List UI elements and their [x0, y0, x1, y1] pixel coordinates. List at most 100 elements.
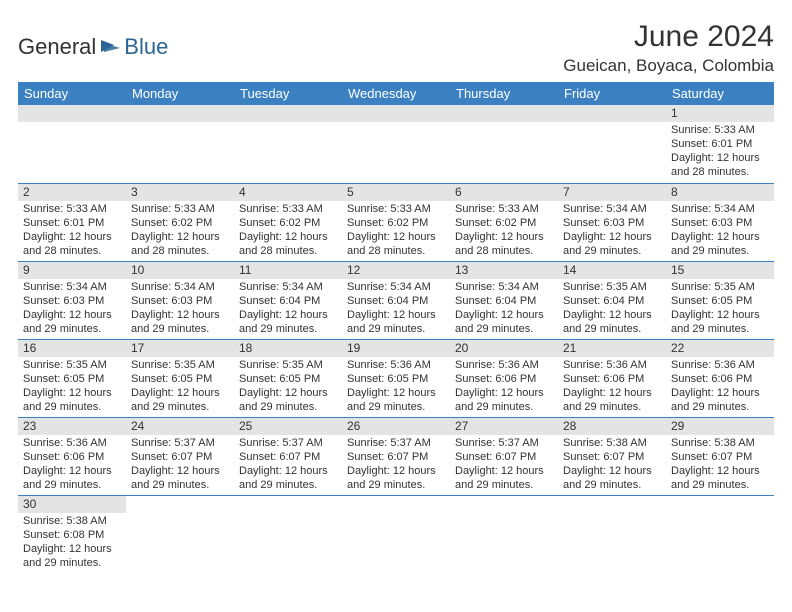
sunrise-line: Sunrise: 5:33 AM: [131, 202, 229, 216]
calendar-cell: [342, 105, 450, 183]
daylight-line: Daylight: 12 hours and 29 minutes.: [131, 308, 229, 336]
day-number-bar: 6: [450, 184, 558, 201]
sunrise-line: Sunrise: 5:37 AM: [239, 436, 337, 450]
calendar-cell: [18, 105, 126, 183]
day-number-bar: 26: [342, 418, 450, 435]
daylight-line: Daylight: 12 hours and 29 minutes.: [239, 386, 337, 414]
location-subtitle: Gueican, Boyaca, Colombia: [563, 56, 774, 76]
day-data: Sunrise: 5:36 AMSunset: 6:05 PMDaylight:…: [342, 357, 450, 417]
daylight-line: Daylight: 12 hours and 29 minutes.: [455, 464, 553, 492]
day-data: Sunrise: 5:36 AMSunset: 6:06 PMDaylight:…: [450, 357, 558, 417]
weekday-header: Wednesday: [342, 82, 450, 105]
sunrise-line: Sunrise: 5:36 AM: [455, 358, 553, 372]
daylight-line: Daylight: 12 hours and 29 minutes.: [671, 230, 769, 258]
day-data: Sunrise: 5:38 AMSunset: 6:07 PMDaylight:…: [558, 435, 666, 495]
sunrise-line: Sunrise: 5:33 AM: [347, 202, 445, 216]
sunset-line: Sunset: 6:05 PM: [131, 372, 229, 386]
day-number-bar: [234, 105, 342, 122]
sunset-line: Sunset: 6:04 PM: [347, 294, 445, 308]
calendar-week-row: 30Sunrise: 5:38 AMSunset: 6:08 PMDayligh…: [18, 495, 774, 573]
daylight-line: Daylight: 12 hours and 29 minutes.: [347, 308, 445, 336]
calendar-cell: 30Sunrise: 5:38 AMSunset: 6:08 PMDayligh…: [18, 495, 126, 573]
sunrise-line: Sunrise: 5:37 AM: [131, 436, 229, 450]
calendar-cell: 9Sunrise: 5:34 AMSunset: 6:03 PMDaylight…: [18, 261, 126, 339]
calendar-cell: [126, 105, 234, 183]
header: General Blue June 2024 Gueican, Boyaca, …: [18, 20, 774, 76]
calendar-cell: 10Sunrise: 5:34 AMSunset: 6:03 PMDayligh…: [126, 261, 234, 339]
calendar-cell: 19Sunrise: 5:36 AMSunset: 6:05 PMDayligh…: [342, 339, 450, 417]
sunrise-line: Sunrise: 5:34 AM: [131, 280, 229, 294]
sunset-line: Sunset: 6:07 PM: [239, 450, 337, 464]
sunset-line: Sunset: 6:01 PM: [23, 216, 121, 230]
day-number-bar: 21: [558, 340, 666, 357]
weekday-header: Monday: [126, 82, 234, 105]
sunrise-line: Sunrise: 5:34 AM: [455, 280, 553, 294]
sunrise-line: Sunrise: 5:36 AM: [23, 436, 121, 450]
day-data: Sunrise: 5:37 AMSunset: 6:07 PMDaylight:…: [234, 435, 342, 495]
sunrise-line: Sunrise: 5:34 AM: [671, 202, 769, 216]
sunset-line: Sunset: 6:04 PM: [239, 294, 337, 308]
sunset-line: Sunset: 6:06 PM: [671, 372, 769, 386]
day-number-bar: 5: [342, 184, 450, 201]
sunset-line: Sunset: 6:03 PM: [131, 294, 229, 308]
day-data: Sunrise: 5:33 AMSunset: 6:02 PMDaylight:…: [126, 201, 234, 261]
sunrise-line: Sunrise: 5:38 AM: [671, 436, 769, 450]
daylight-line: Daylight: 12 hours and 29 minutes.: [23, 542, 121, 570]
calendar-cell: 20Sunrise: 5:36 AMSunset: 6:06 PMDayligh…: [450, 339, 558, 417]
day-number-bar: 3: [126, 184, 234, 201]
day-number-bar: 4: [234, 184, 342, 201]
daylight-line: Daylight: 12 hours and 29 minutes.: [671, 464, 769, 492]
day-data: Sunrise: 5:38 AMSunset: 6:07 PMDaylight:…: [666, 435, 774, 495]
sunset-line: Sunset: 6:06 PM: [23, 450, 121, 464]
sunset-line: Sunset: 6:07 PM: [455, 450, 553, 464]
day-data: Sunrise: 5:33 AMSunset: 6:02 PMDaylight:…: [450, 201, 558, 261]
daylight-line: Daylight: 12 hours and 29 minutes.: [239, 464, 337, 492]
calendar-cell: 27Sunrise: 5:37 AMSunset: 6:07 PMDayligh…: [450, 417, 558, 495]
day-number-bar: [18, 105, 126, 122]
sunset-line: Sunset: 6:06 PM: [455, 372, 553, 386]
day-number-bar: 24: [126, 418, 234, 435]
daylight-line: Daylight: 12 hours and 28 minutes.: [347, 230, 445, 258]
sunset-line: Sunset: 6:07 PM: [131, 450, 229, 464]
day-number-bar: 29: [666, 418, 774, 435]
sunrise-line: Sunrise: 5:36 AM: [347, 358, 445, 372]
day-number-bar: [342, 105, 450, 122]
day-number-bar: 30: [18, 496, 126, 513]
daylight-line: Daylight: 12 hours and 29 minutes.: [563, 308, 661, 336]
sunrise-line: Sunrise: 5:35 AM: [239, 358, 337, 372]
day-number-bar: 7: [558, 184, 666, 201]
day-number-bar: [558, 105, 666, 122]
calendar-cell: [558, 495, 666, 573]
day-data: Sunrise: 5:35 AMSunset: 6:05 PMDaylight:…: [126, 357, 234, 417]
calendar-cell: 11Sunrise: 5:34 AMSunset: 6:04 PMDayligh…: [234, 261, 342, 339]
logo-text-blue: Blue: [124, 34, 168, 60]
daylight-line: Daylight: 12 hours and 29 minutes.: [347, 386, 445, 414]
calendar-cell: [450, 495, 558, 573]
calendar-week-row: 16Sunrise: 5:35 AMSunset: 6:05 PMDayligh…: [18, 339, 774, 417]
weekday-header: Thursday: [450, 82, 558, 105]
daylight-line: Daylight: 12 hours and 29 minutes.: [131, 386, 229, 414]
month-title: June 2024: [563, 20, 774, 54]
calendar-cell: 13Sunrise: 5:34 AMSunset: 6:04 PMDayligh…: [450, 261, 558, 339]
calendar-cell: 14Sunrise: 5:35 AMSunset: 6:04 PMDayligh…: [558, 261, 666, 339]
sunrise-line: Sunrise: 5:33 AM: [455, 202, 553, 216]
calendar-cell: 4Sunrise: 5:33 AMSunset: 6:02 PMDaylight…: [234, 183, 342, 261]
day-data: Sunrise: 5:38 AMSunset: 6:08 PMDaylight:…: [18, 513, 126, 573]
day-data: Sunrise: 5:37 AMSunset: 6:07 PMDaylight:…: [450, 435, 558, 495]
calendar-cell: 15Sunrise: 5:35 AMSunset: 6:05 PMDayligh…: [666, 261, 774, 339]
day-number-bar: 25: [234, 418, 342, 435]
calendar-cell: [126, 495, 234, 573]
weekday-header: Tuesday: [234, 82, 342, 105]
calendar-cell: 17Sunrise: 5:35 AMSunset: 6:05 PMDayligh…: [126, 339, 234, 417]
day-number-bar: 13: [450, 262, 558, 279]
sunset-line: Sunset: 6:06 PM: [563, 372, 661, 386]
sunrise-line: Sunrise: 5:34 AM: [347, 280, 445, 294]
sunset-line: Sunset: 6:08 PM: [23, 528, 121, 542]
logo: General Blue: [18, 20, 168, 60]
sunset-line: Sunset: 6:07 PM: [563, 450, 661, 464]
weekday-header: Friday: [558, 82, 666, 105]
day-data: Sunrise: 5:34 AMSunset: 6:03 PMDaylight:…: [666, 201, 774, 261]
calendar-cell: 28Sunrise: 5:38 AMSunset: 6:07 PMDayligh…: [558, 417, 666, 495]
daylight-line: Daylight: 12 hours and 28 minutes.: [239, 230, 337, 258]
sunset-line: Sunset: 6:01 PM: [671, 137, 769, 151]
